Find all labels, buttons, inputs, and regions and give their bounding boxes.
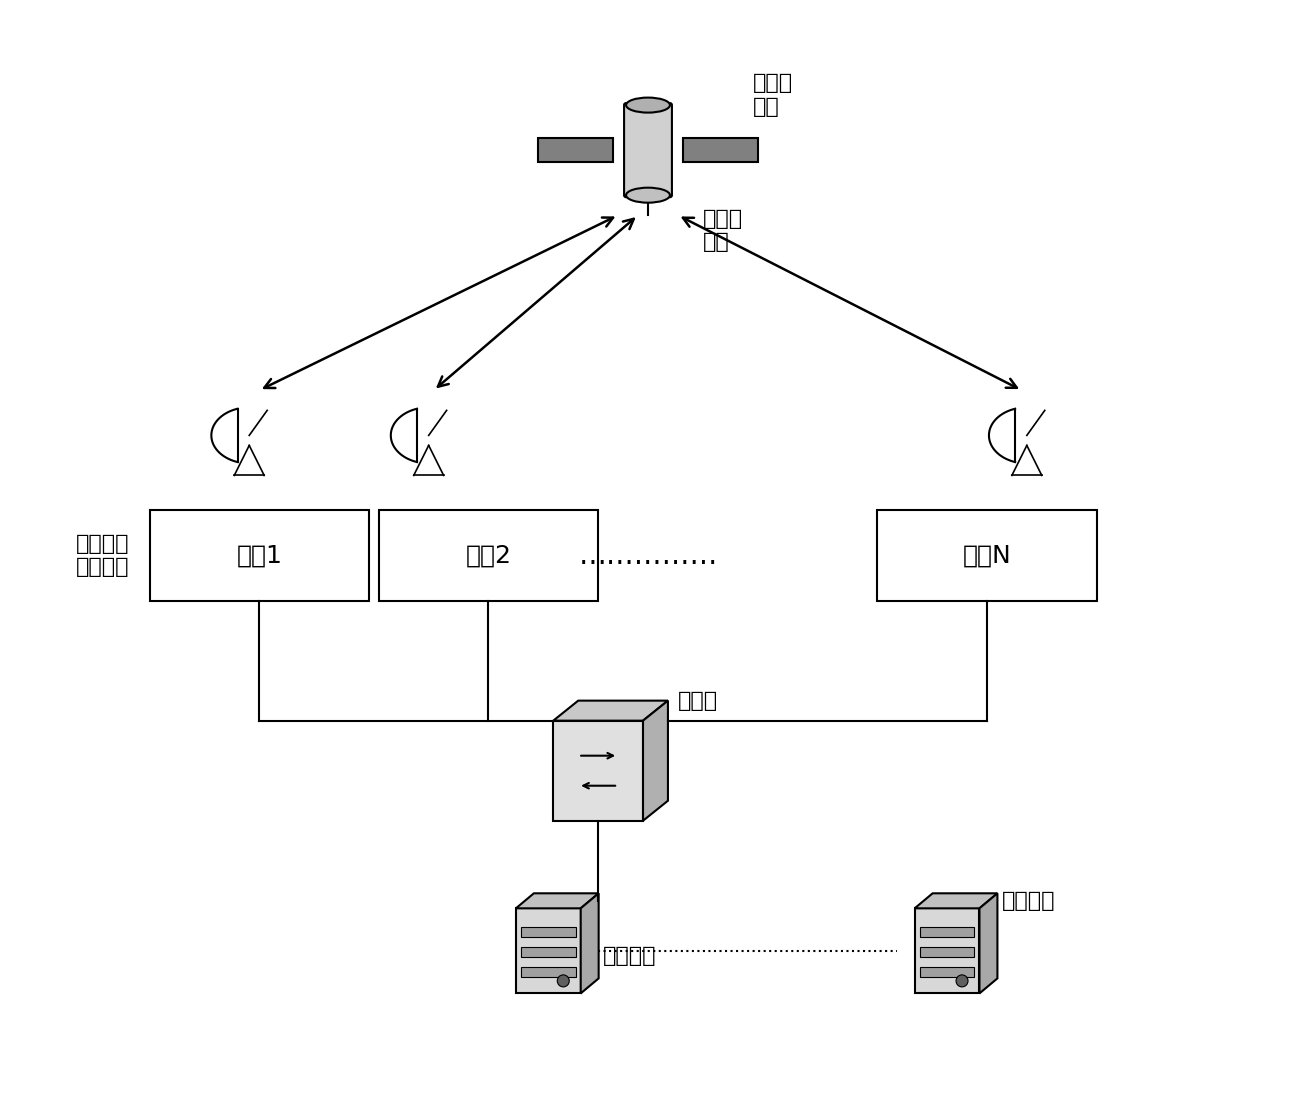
Polygon shape <box>980 893 998 993</box>
Text: 数据解调: 数据解调 <box>1002 891 1055 911</box>
FancyBboxPatch shape <box>553 721 643 820</box>
Circle shape <box>557 974 569 986</box>
Text: 天线1: 天线1 <box>236 544 283 567</box>
FancyBboxPatch shape <box>516 908 581 993</box>
FancyBboxPatch shape <box>625 103 671 197</box>
Text: 天线N: 天线N <box>963 544 1011 567</box>
Polygon shape <box>516 893 599 908</box>
Polygon shape <box>581 893 599 993</box>
FancyBboxPatch shape <box>877 511 1096 600</box>
FancyBboxPatch shape <box>521 927 575 937</box>
FancyBboxPatch shape <box>920 927 975 937</box>
Text: 深空探
测器: 深空探 测器 <box>753 74 793 117</box>
Circle shape <box>956 974 968 986</box>
FancyBboxPatch shape <box>149 511 369 600</box>
FancyBboxPatch shape <box>920 967 975 977</box>
Text: 数据接收
伪距测量: 数据接收 伪距测量 <box>76 534 130 577</box>
Ellipse shape <box>626 187 670 203</box>
Text: 交换机: 交换机 <box>678 690 718 710</box>
FancyBboxPatch shape <box>920 947 975 957</box>
FancyBboxPatch shape <box>538 138 613 162</box>
FancyBboxPatch shape <box>378 511 599 600</box>
Text: 探测器
天线: 探测器 天线 <box>702 208 743 252</box>
FancyBboxPatch shape <box>521 947 575 957</box>
FancyBboxPatch shape <box>683 138 758 162</box>
Polygon shape <box>643 700 667 820</box>
Polygon shape <box>915 893 998 908</box>
Text: 数据合成: 数据合成 <box>603 946 657 966</box>
Ellipse shape <box>626 98 670 112</box>
Text: 天线2: 天线2 <box>465 544 512 567</box>
Polygon shape <box>553 700 667 721</box>
Text: ……………: …………… <box>578 542 718 569</box>
FancyBboxPatch shape <box>521 967 575 977</box>
FancyBboxPatch shape <box>915 908 980 993</box>
